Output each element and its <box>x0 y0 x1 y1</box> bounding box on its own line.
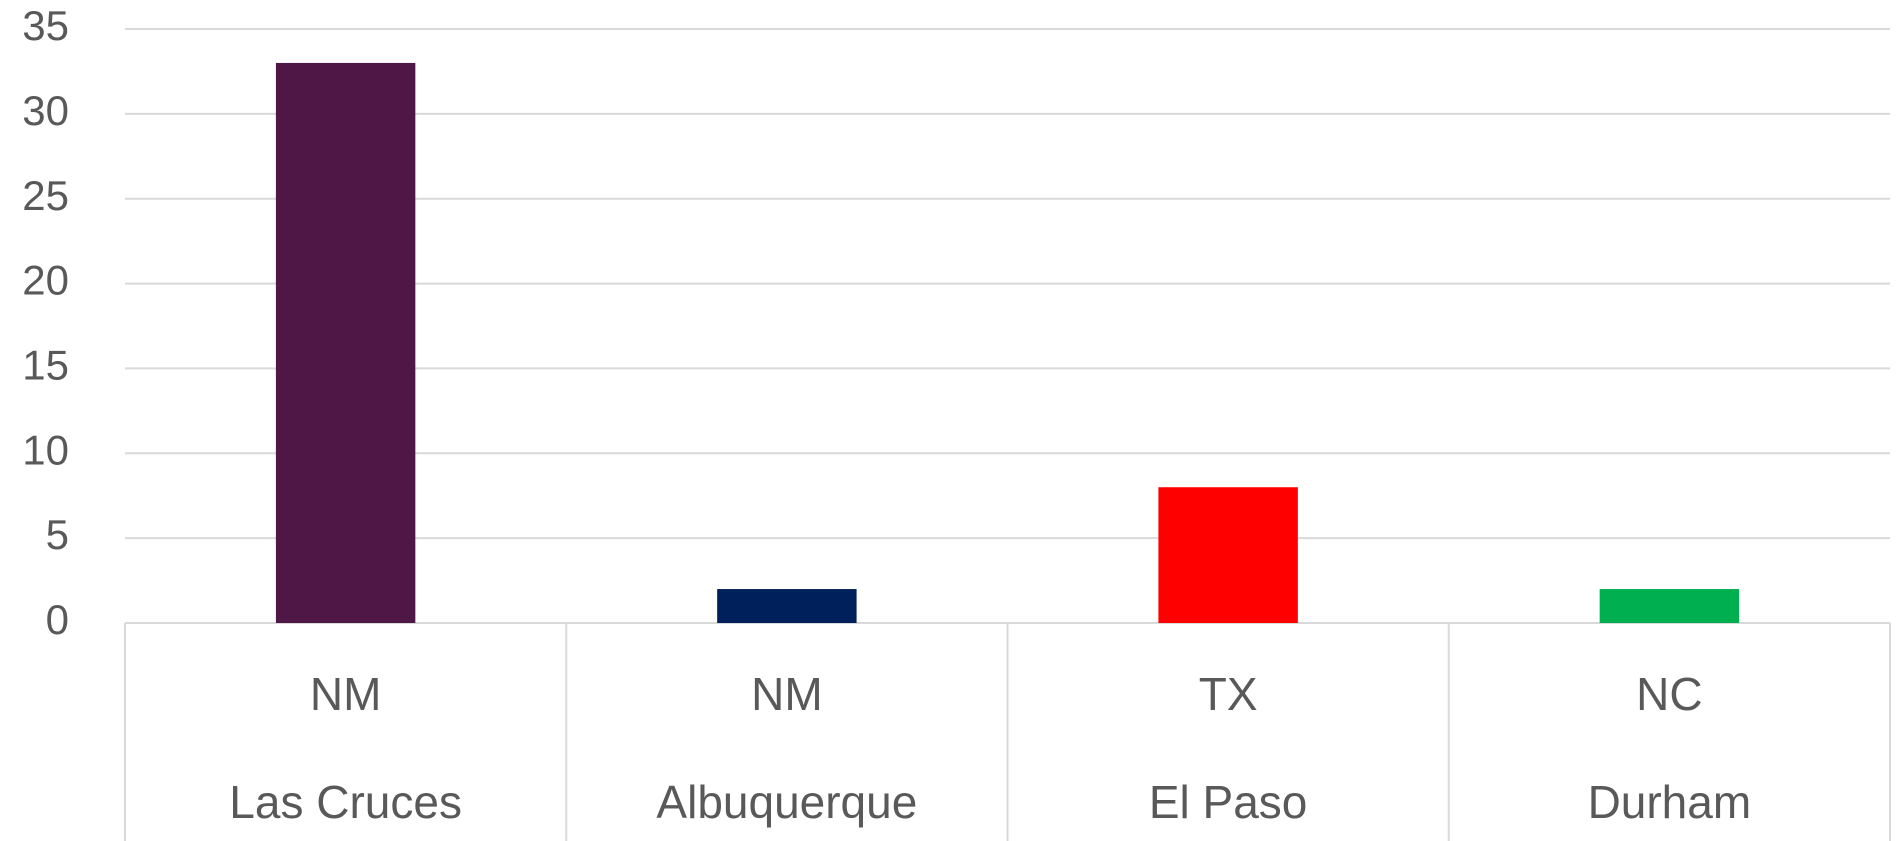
y-tick-label: 5 <box>46 511 69 558</box>
x-group-label: NM <box>310 668 382 720</box>
y-tick-label: 10 <box>22 426 69 473</box>
x-tick-label: El Paso <box>1149 776 1308 828</box>
y-tick-label: 0 <box>46 596 69 643</box>
x-group-label: TX <box>1199 668 1258 720</box>
bar <box>275 62 416 623</box>
y-tick-label: 25 <box>22 172 69 219</box>
y-tick-label: 30 <box>22 87 69 134</box>
bar <box>717 589 857 623</box>
bar <box>1158 487 1298 623</box>
x-tick-label: Albuquerque <box>656 776 917 828</box>
y-tick-label: 20 <box>22 257 69 304</box>
x-tick-label: Durham <box>1588 776 1752 828</box>
x-group-label: NC <box>1636 668 1702 720</box>
y-tick-label: 35 <box>22 2 69 49</box>
x-tick-label: Las Cruces <box>229 776 462 828</box>
x-group-label: NM <box>751 668 823 720</box>
y-tick-label: 15 <box>22 342 69 389</box>
bar <box>1599 589 1740 623</box>
